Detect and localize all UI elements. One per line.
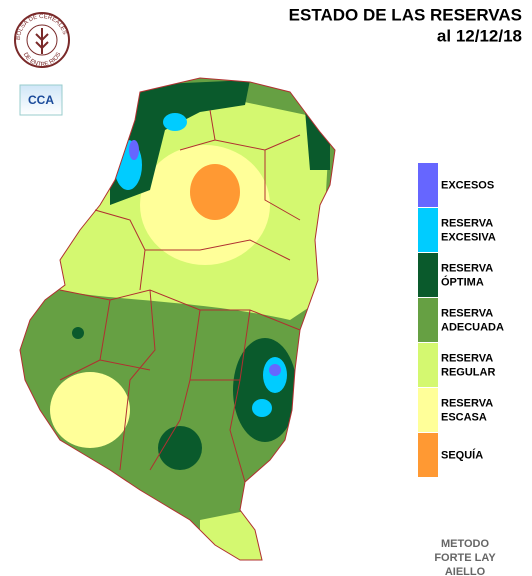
- title: ESTADO DE LAS RESERVAS: [289, 5, 522, 24]
- legend-label: ÓPTIMA: [441, 275, 484, 288]
- legend-label: RESERVA: [441, 397, 493, 409]
- legend-label: EXCESIVA: [441, 231, 496, 243]
- legend-label: RESERVA: [441, 262, 493, 274]
- legend-label: ADECUADA: [441, 321, 504, 333]
- legend-label: RESERVA: [441, 352, 493, 364]
- method-line: METODO: [441, 538, 490, 550]
- legend-swatch: [418, 253, 438, 297]
- date: al 12/12/18: [437, 26, 522, 45]
- legend-label: RESERVA: [441, 307, 493, 319]
- legend-swatch: [418, 298, 438, 342]
- legend-swatch: [418, 163, 438, 207]
- cca-badge: [19, 84, 63, 116]
- method-line: AIELLO: [445, 566, 486, 576]
- legend-label: EXCESOS: [441, 179, 494, 191]
- legend-swatch: [418, 433, 438, 477]
- legend-swatch: [418, 343, 438, 387]
- cca-text: CCA: [28, 93, 54, 107]
- method-note: METODO FORTE LAY AIELLO: [434, 538, 496, 576]
- legend-label: RESERVA: [441, 217, 493, 229]
- province-map: [19, 77, 336, 561]
- legend-label: REGULAR: [441, 366, 495, 378]
- method-line: FORTE LAY: [434, 552, 496, 564]
- legend: EXCESOSRESERVAEXCESIVARESERVAÓPTIMARESER…: [418, 163, 504, 477]
- legend-label: ESCASA: [441, 411, 487, 423]
- logo: BOLSA DE CEREALES DE ENTRE RIOS CCA: [14, 12, 70, 116]
- legend-swatch: [418, 208, 438, 252]
- legend-label: SEQUÍA: [441, 448, 483, 461]
- legend-swatch: [418, 388, 438, 432]
